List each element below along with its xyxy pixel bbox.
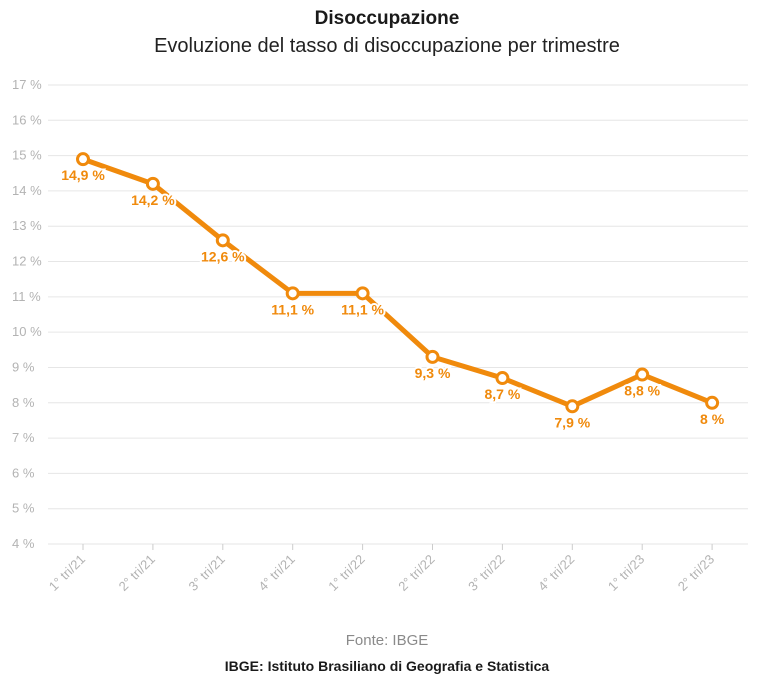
data-label: 8 % [700,411,725,427]
x-tick-label: 1° tri/23 [605,552,647,594]
data-point [495,371,510,386]
y-tick-label: 9 % [12,359,35,374]
data-label: 12,6 % [201,248,245,264]
data-label: 9,3 % [415,365,451,381]
data-label: 14,9 % [61,167,105,183]
data-label: 7,9 % [554,414,590,430]
line-chart: 4 % 5 % 6 % 7 % 8 % 9 % 10 % 11 % 12 % 13 % 14 % 15… [12,77,748,594]
x-tick-label: 2° tri/22 [395,552,437,594]
x-tick-label: 3° tri/21 [186,552,228,594]
series-line [80,156,715,409]
data-label: 8,8 % [624,383,660,399]
y-tick-label: 7 % [12,430,35,445]
y-tick-label: 11 % [12,289,41,304]
y-tick-label: 17 % [12,77,42,92]
y-tick-label: 6 % [12,465,35,480]
y-tick-label: 15 % [12,148,42,163]
data-points [76,152,720,414]
x-tick-label: 2° tri/23 [675,552,717,594]
data-point [215,233,230,248]
footnote-text: IBGE: Istituto Brasiliano di Geografia e… [224,658,550,674]
x-tick-label: 4° tri/22 [535,552,577,594]
data-point [76,152,90,167]
gridlines [48,84,748,545]
data-label: 11,1 % [271,301,314,317]
data-point [145,176,160,191]
y-tick-label: 16 % [12,112,42,127]
series-polyline [80,156,715,409]
x-tick-label: 1° tri/22 [325,552,367,594]
x-tick-label: 1° tri/21 [46,552,88,594]
y-axis: 4 % 5 % 6 % 7 % 8 % 9 % 10 % 11 % 12 % 13 % 14 % 15… [12,77,42,551]
data-point [425,349,440,364]
data-label: 8,7 % [484,386,520,402]
y-tick-label: 10 % [12,324,42,339]
y-tick-label: 4 % [12,536,35,551]
y-tick-label: 12 % [12,254,42,269]
data-point [355,286,370,301]
x-tick-label: 4° tri/21 [255,552,297,594]
source-text: Fonte: IBGE [345,632,429,649]
y-tick-label: 14 % [12,183,42,198]
data-point [565,399,580,414]
x-tick-label: 2° tri/21 [116,552,158,594]
data-point [705,395,720,410]
data-point [635,367,650,382]
y-tick-label: 5 % [12,501,35,516]
x-axis: 1° tri/21 2° tri/21 3° tri/21 4° tri/21 1° t… [46,544,717,594]
chart-title: Disoccupazione [314,8,460,29]
data-label: 14,2 % [131,192,175,208]
y-tick-label: 13 % [12,218,42,233]
data-labels: 14,9 % 14,2 % 12,6 % 11,1 % 11,1 % 9,3 % 8,7 %… [59,165,727,432]
x-tick-label: 3° tri/22 [465,552,507,594]
chart-subtitle: Evoluzione del tasso di disoccupazione p… [154,35,620,57]
y-tick-label: 8 % [12,395,35,410]
data-label: 11,1 % [341,301,384,317]
data-point [285,286,300,301]
